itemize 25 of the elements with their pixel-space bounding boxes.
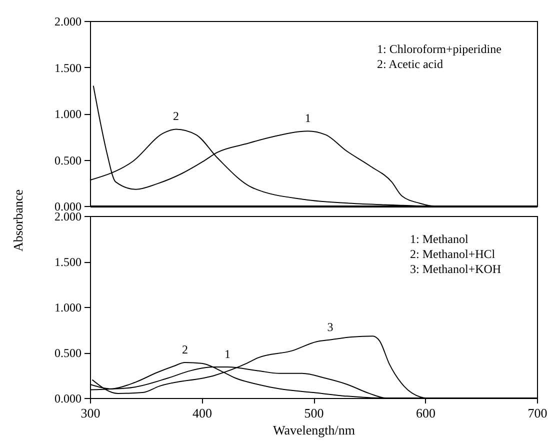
annotation: 1: Chloroform+piperidine	[377, 42, 502, 56]
y-tick-label: 2.000	[54, 14, 82, 28]
y-tick-label: 0.000	[54, 392, 82, 406]
y-tick-label: 1.500	[54, 60, 82, 75]
annotation: 3	[327, 320, 334, 334]
annotation: 2	[182, 342, 188, 357]
annotation: 2: Methanol+HCl	[410, 247, 496, 261]
x-tick-label: 600	[416, 406, 436, 420]
annotation: 2	[173, 109, 180, 124]
annotation: 2: Acetic acid	[377, 57, 443, 71]
y-tick-label: 0.500	[54, 346, 82, 360]
x-axis-title: Wavelength/nm	[273, 422, 355, 438]
y-tick-label: 0.500	[54, 153, 82, 168]
annotation: 1: Methanol	[410, 232, 469, 246]
y-tick-label: 1.500	[54, 255, 82, 269]
x-tick-label: 400	[192, 406, 212, 420]
y-axis-title: Absorbance	[10, 189, 26, 252]
annotation: 1	[304, 111, 311, 126]
y-tick-label: 1.000	[54, 300, 82, 314]
y-tick-label: 1.000	[54, 107, 82, 121]
annotation: 1	[224, 347, 230, 362]
x-tick-label: 700	[528, 406, 548, 420]
x-tick-label: 300	[80, 406, 100, 420]
x-tick-label: 500	[304, 406, 324, 420]
annotation: 3: Methanol+KOH	[410, 262, 502, 276]
